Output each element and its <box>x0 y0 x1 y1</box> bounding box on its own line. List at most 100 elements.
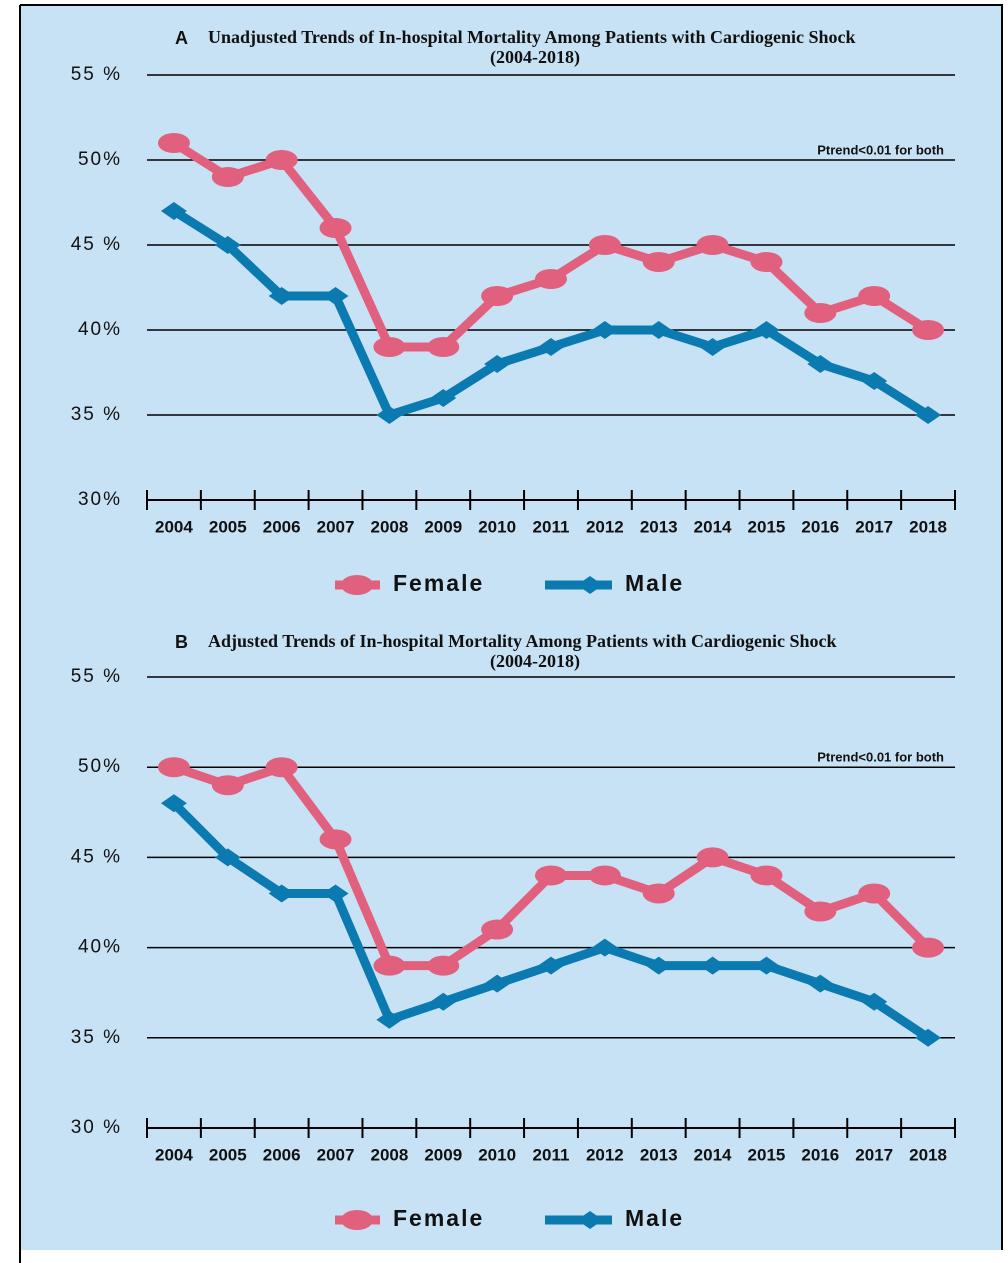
x-tick-label: 2015 <box>748 1145 786 1164</box>
point <box>696 235 729 255</box>
point <box>591 938 618 957</box>
x-tick-label: 2015 <box>748 517 786 536</box>
y-tick-label: 50% <box>78 149 122 170</box>
x-tick-label: 2016 <box>801 517 839 536</box>
point <box>211 775 244 796</box>
annotation: Ptrend<0.01 for both <box>817 142 944 157</box>
legend-label: Female <box>393 1205 484 1231</box>
point <box>322 287 349 305</box>
chart-subtitle: (2004-2018) <box>490 651 580 672</box>
y-tick-label: 45 % <box>71 846 122 867</box>
x-tick-label: 2013 <box>640 1145 678 1164</box>
x-tick-label: 2017 <box>855 517 893 536</box>
point <box>481 286 514 306</box>
point <box>750 865 783 886</box>
point <box>538 956 564 975</box>
y-tick-label: 55 % <box>71 64 122 85</box>
point <box>645 321 672 339</box>
x-tick-label: 2012 <box>586 517 624 536</box>
point <box>373 955 406 976</box>
point <box>807 355 834 373</box>
x-tick-label: 2007 <box>317 1145 355 1164</box>
point <box>858 286 891 306</box>
point <box>211 167 244 187</box>
x-tick-label: 2007 <box>317 517 355 536</box>
x-tick-label: 2009 <box>424 1145 462 1164</box>
point <box>699 338 726 356</box>
point <box>588 865 621 886</box>
point <box>577 1211 603 1229</box>
x-tick-label: 2008 <box>370 1145 408 1164</box>
x-tick-label: 2017 <box>855 1145 893 1164</box>
point <box>157 757 190 778</box>
point <box>214 848 241 867</box>
y-tick-label: 40% <box>78 319 122 340</box>
x-tick-label: 2011 <box>533 1145 570 1164</box>
point <box>804 901 837 922</box>
legend-label: Female <box>393 570 484 596</box>
point <box>577 576 603 594</box>
point <box>341 1210 373 1230</box>
point <box>341 575 373 595</box>
y-tick-label: 45 % <box>71 234 122 255</box>
x-tick-label: 2014 <box>694 517 732 536</box>
x-tick-label: 2016 <box>801 1145 839 1164</box>
point <box>535 269 567 289</box>
point <box>160 794 187 813</box>
point <box>912 320 945 340</box>
x-tick-label: 2018 <box>909 1145 947 1164</box>
point <box>427 337 460 357</box>
x-tick-label: 2012 <box>586 1145 624 1164</box>
point <box>484 974 511 993</box>
point <box>861 372 888 390</box>
x-tick-label: 2006 <box>263 517 301 536</box>
point <box>535 865 567 886</box>
point <box>430 992 457 1011</box>
panel-label: B <box>175 632 188 652</box>
y-tick-label: 50% <box>78 756 122 777</box>
x-tick-label: 2005 <box>209 517 247 536</box>
chart-title: Adjusted Trends of In-hospital Mortality… <box>208 631 837 651</box>
panel-label: A <box>175 28 188 48</box>
chart-subtitle: (2004-2018) <box>490 47 580 68</box>
point <box>538 338 564 356</box>
point <box>430 389 457 407</box>
point <box>699 956 726 975</box>
legend-label: Male <box>625 1205 684 1231</box>
y-tick-label: 30% <box>78 489 122 510</box>
point <box>807 974 834 993</box>
chart-title: Unadjusted Trends of In-hospital Mortali… <box>208 27 856 47</box>
x-tick-label: 2014 <box>694 1145 732 1164</box>
point <box>591 321 618 339</box>
legend-label: Male <box>625 570 684 596</box>
x-tick-label: 2004 <box>155 1145 193 1164</box>
point <box>214 236 241 254</box>
point <box>376 1010 403 1029</box>
point <box>642 883 675 904</box>
point <box>696 847 729 868</box>
x-tick-label: 2005 <box>209 1145 247 1164</box>
point <box>157 133 190 153</box>
point <box>642 252 675 272</box>
background <box>21 6 1001 1250</box>
point <box>861 992 888 1011</box>
x-tick-label: 2011 <box>533 517 570 536</box>
x-tick-label: 2006 <box>263 1145 301 1164</box>
point <box>588 235 621 255</box>
point <box>915 1028 942 1047</box>
x-tick-label: 2009 <box>424 517 462 536</box>
y-tick-label: 40% <box>78 937 122 958</box>
point <box>265 757 298 778</box>
x-tick-label: 2013 <box>640 517 678 536</box>
y-tick-label: 35 % <box>71 1027 122 1048</box>
x-tick-label: 2010 <box>478 1145 516 1164</box>
annotation: Ptrend<0.01 for both <box>817 749 944 764</box>
y-tick-label: 30 % <box>71 1117 122 1138</box>
x-tick-label: 2010 <box>478 517 516 536</box>
point <box>160 202 187 220</box>
point <box>319 829 352 850</box>
point <box>912 937 945 958</box>
y-tick-label: 55 % <box>71 666 122 687</box>
point <box>322 884 349 903</box>
